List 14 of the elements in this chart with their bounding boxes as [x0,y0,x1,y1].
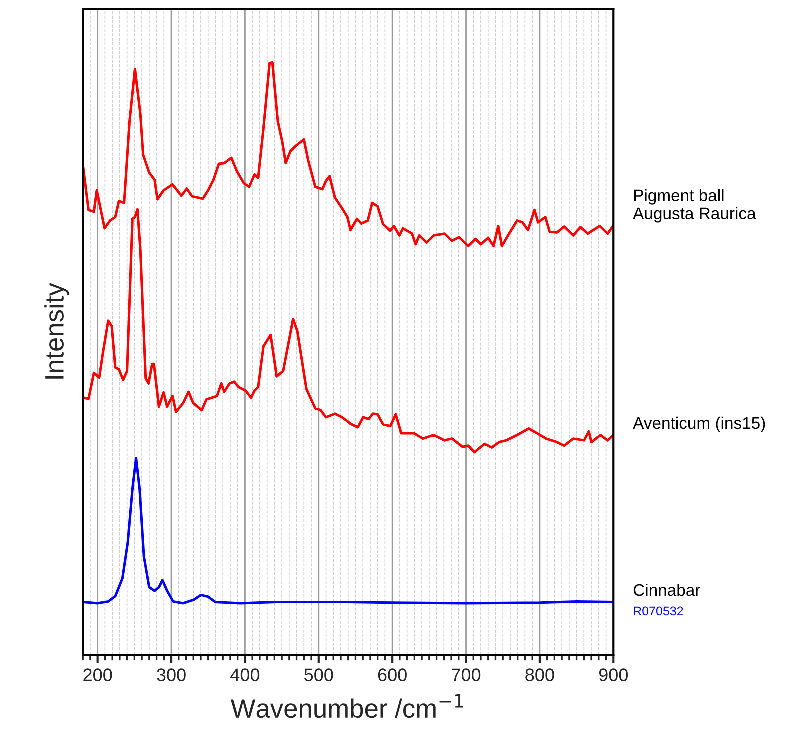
x-tick-label: 400 [230,668,260,682]
series-label: Aventicum (ins15) [633,416,766,432]
series-label: Pigment ball Augusta Raurica [633,189,756,223]
y-axis-title: Intensity [44,283,70,379]
x-tick-label: 700 [452,668,481,682]
x-tick-label: 300 [157,668,186,682]
text: R070532 [634,606,684,616]
x-axis-title: Wavenumber /cm$^{−1}$ [230,694,464,718]
x-tick-label: 800 [526,668,554,682]
x-tick-label: 500 [304,668,334,682]
x-tick-label: 200 [84,668,112,682]
series-label: Cinnabar [634,584,700,596]
x-tick-label: 900 [599,668,628,682]
x-tick-label: 600 [378,668,407,682]
